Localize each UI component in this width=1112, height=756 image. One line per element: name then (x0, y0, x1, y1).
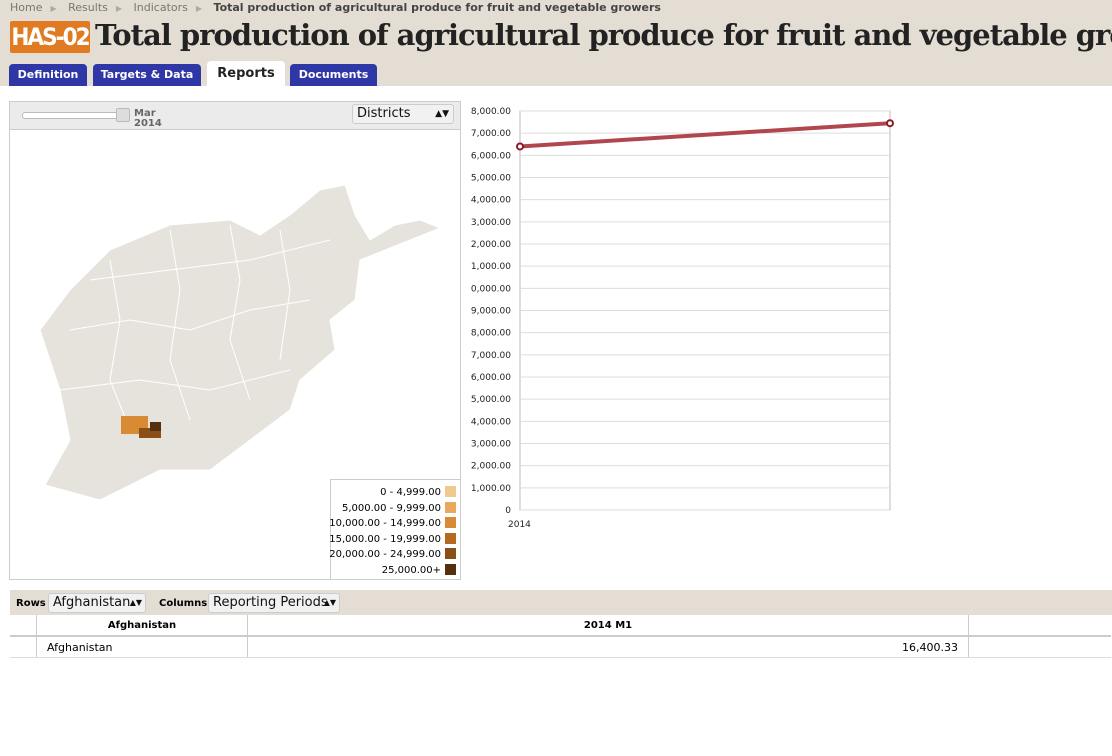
legend-swatch (445, 501, 456, 513)
map-panel (9, 101, 461, 580)
y-tick-label: 4,000.00 (471, 417, 511, 427)
legend-label: 25,000.00+ (381, 564, 441, 576)
y-tick-label: 7,000.00 (471, 351, 511, 361)
blank (968, 615, 1111, 637)
country-shape (39, 184, 442, 501)
crumb[interactable]: Results (68, 1, 108, 14)
y-tick-label: 0,000.00 (471, 284, 511, 294)
y-tick-label: 0 (505, 506, 511, 516)
legend-swatch (445, 563, 456, 575)
y-tick-label: 5,000.00 (471, 174, 511, 184)
tab[interactable]: Targets & Data (93, 64, 201, 86)
columns-label: Columns (159, 598, 208, 609)
x-tick-label: 2014 (508, 520, 531, 530)
header-row: Afghanistan 2014 M1 (10, 615, 1111, 637)
legend-swatch (445, 517, 456, 528)
legend-item: 25,000.00+ (382, 563, 456, 578)
blank (10, 636, 37, 658)
table-controls: Rows Afghanistan ▲▼ Columns Reporting Per… (10, 590, 1112, 615)
y-tick-label: 5,000.00 (471, 395, 511, 405)
year: 2014 (134, 118, 162, 129)
legend-item: 20,000.00 - 24,999.00 (329, 547, 456, 562)
slider-handle[interactable] (116, 108, 130, 122)
legend-item: 5,000.00 - 9,999.00 (342, 501, 456, 516)
y-tick-label: 2,000.00 (471, 240, 511, 250)
district[interactable] (150, 422, 161, 431)
data-point (516, 142, 524, 151)
y-tick-label: 1,000.00 (471, 484, 511, 494)
legend-label: 10,000.00 - 14,999.00 (329, 518, 441, 529)
district-lines (59, 224, 331, 431)
y-tick-label: 7,000.00 (471, 129, 511, 139)
data-table: Afghanistan 2014 M1 Afghanistan 16,400.33 (10, 615, 1111, 658)
y-tick-label: 8,000.00 (471, 107, 511, 117)
breadcrumb: Home ▶ Results ▶ Indicators ▶ Total product… (10, 1, 661, 14)
y-tick-label: 4,000.00 (471, 196, 511, 206)
legend: 0 - 4,999.00 5,000.00 - 9,999.00 10,000.00… (329, 479, 461, 580)
legend-label: 20,000.00 - 24,999.00 (329, 549, 441, 560)
level: Districts (357, 106, 411, 121)
map (39, 184, 442, 501)
legend-swatch (445, 486, 456, 497)
legend-label: 0 - 4,999.00 (380, 487, 441, 498)
columns-value: Reporting Periods (213, 595, 328, 610)
code-badge: HAS-02 (10, 21, 91, 53)
legend-item: 0 - 4,999.00 (380, 485, 456, 500)
level-select[interactable]: Districts ▲▼ (352, 104, 454, 124)
y-tick-label: 3,000.00 (471, 440, 511, 450)
crumb[interactable]: Home (10, 1, 43, 14)
blank (10, 615, 37, 637)
y-tick-label: 8,000.00 (471, 329, 511, 339)
blank (968, 636, 1111, 658)
chart: 0 1,000.00 2,000.00 3,000.00 4,000.00 5,000.0… (471, 107, 894, 530)
tab[interactable]: Reports (207, 61, 285, 86)
rows-value: Afghanistan (53, 595, 131, 610)
legend-item: 10,000.00 - 14,999.00 (329, 516, 456, 531)
row: Afghanistan 16,400.33 (10, 636, 1111, 658)
data-point (886, 119, 894, 128)
data-line (519, 121, 891, 149)
rows-label: Rows (16, 598, 46, 609)
y-tick-label: 6,000.00 (471, 373, 511, 383)
map-toolbar: Mar 2014 Districts ▲▼ (10, 102, 460, 130)
tab[interactable]: Documents (290, 64, 377, 86)
period: Mar (134, 108, 156, 119)
cell: 16,400.33 (247, 636, 969, 658)
legend-swatch (445, 532, 456, 544)
y-tick-label: 9,000.00 (471, 307, 511, 317)
legend-swatch (445, 548, 456, 559)
columns-select[interactable]: Reporting Periods ▲▼ (208, 593, 340, 613)
legend-label: 15,000.00 - 19,999.00 (329, 533, 441, 545)
y-tick-label: 3,000.00 (471, 218, 511, 228)
district[interactable] (139, 428, 161, 438)
page-title: Total production of agricultural produce… (95, 18, 1112, 52)
slider[interactable] (22, 112, 129, 119)
crumb[interactable]: Indicators (133, 1, 188, 14)
rows-select[interactable]: Afghanistan ▲▼ (48, 593, 146, 613)
y-tick-label: 1,000.00 (471, 262, 511, 272)
tab[interactable]: Definition (9, 64, 87, 86)
crumb: Total production of agricultural produce… (213, 1, 661, 14)
y-tick-label: 2,000.00 (471, 462, 511, 472)
legend-label: 5,000.00 - 9,999.00 (341, 502, 441, 514)
header-cell: Afghanistan (36, 615, 248, 637)
cell: Afghanistan (36, 636, 248, 658)
legend-item: 15,000.00 - 19,999.00 (329, 532, 456, 547)
slider-label: Mar 2014 (134, 109, 162, 129)
header-cell: 2014 M1 (247, 615, 969, 637)
y-tick-label: 6,000.00 (471, 151, 511, 161)
